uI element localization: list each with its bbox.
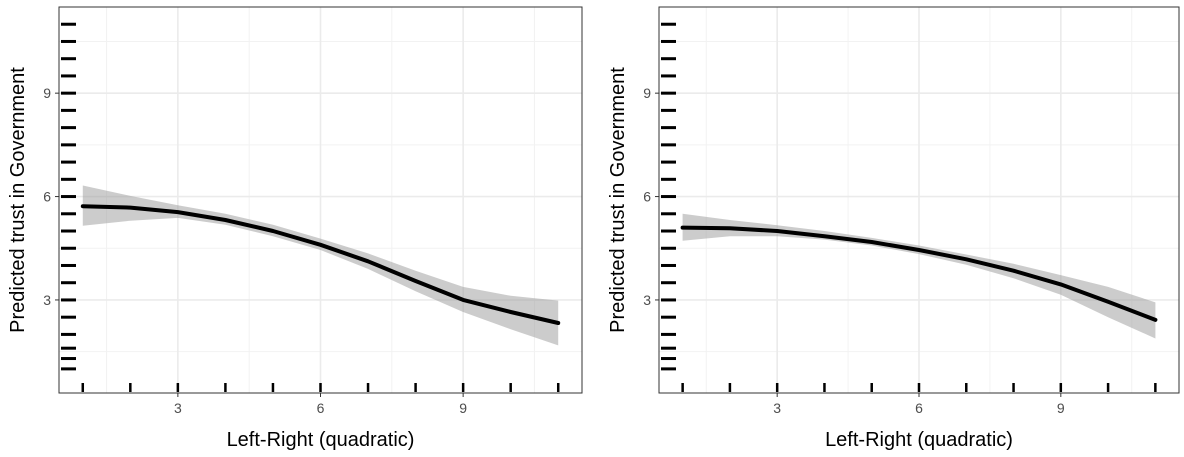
y-axis-title: Predicted trust in Government [607, 67, 629, 333]
y-tick-label: 9 [43, 85, 51, 101]
y-tick-label: 9 [643, 85, 651, 101]
y-tick-label: 3 [43, 292, 51, 308]
x-tick-label: 6 [317, 400, 325, 416]
x-axis-title: Left-Right (quadratic) [825, 429, 1013, 451]
fitted-line [80, 204, 561, 325]
y-axis-title: Predicted trust in Government [7, 67, 29, 333]
y-tick-label: 3 [643, 292, 651, 308]
x-tick-label: 3 [773, 400, 781, 416]
x-tick-label: 9 [1057, 400, 1065, 416]
chart-panel-right: 3 6 9 3 6 9 Left-Right (quadratic) Predicted tr… [607, 6, 1180, 451]
y-tick-label: 6 [43, 189, 51, 205]
y-tick-label: 6 [643, 189, 651, 205]
x-tick-label: 9 [459, 400, 467, 416]
confidence-band [82, 185, 559, 346]
x-tick-label: 3 [174, 400, 182, 416]
chart-panel-left: 3 6 9 3 6 9 Left-Right (quadratic) Predicted tr… [7, 6, 583, 451]
fitted-line [680, 225, 1158, 322]
x-tick-label: 6 [915, 400, 923, 416]
x-axis-title: Left-Right (quadratic) [227, 429, 415, 451]
confidence-band [682, 213, 1156, 339]
